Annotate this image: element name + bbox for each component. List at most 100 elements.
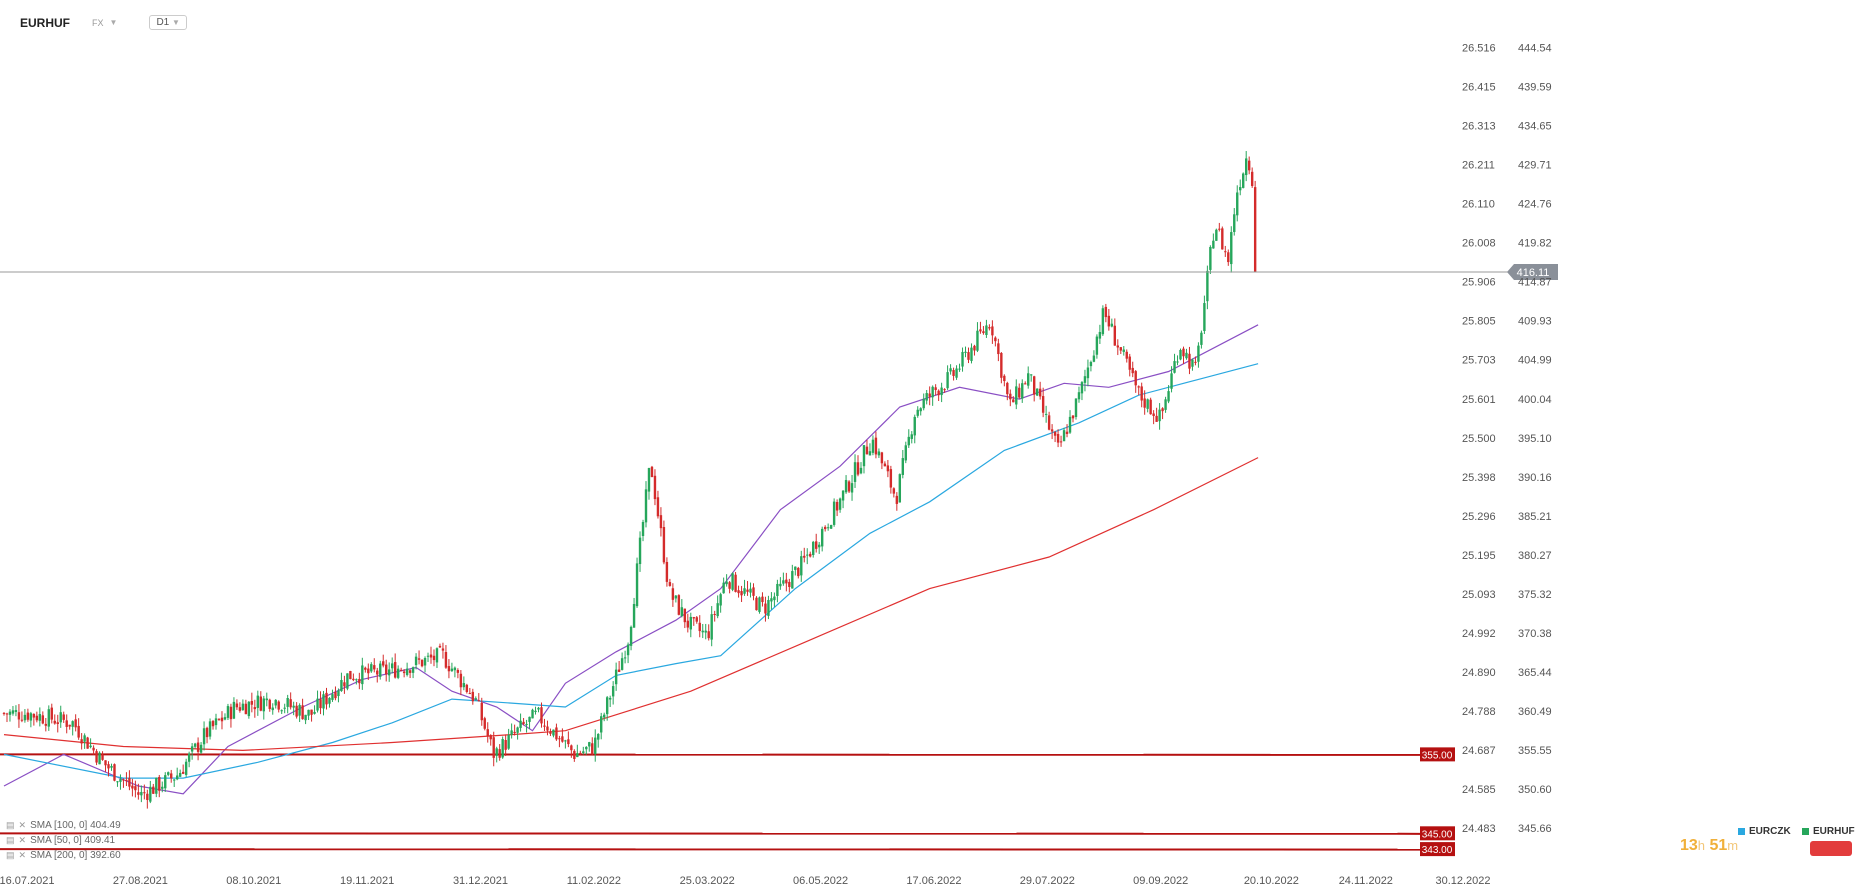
candle-body bbox=[435, 648, 439, 663]
candle-body bbox=[143, 792, 146, 794]
candle-body bbox=[295, 705, 298, 717]
candle-body bbox=[862, 445, 866, 467]
candle-body bbox=[149, 786, 152, 802]
candle-body bbox=[940, 387, 943, 396]
symbol-name[interactable]: EURHUF bbox=[20, 15, 70, 30]
candle-body bbox=[41, 715, 45, 724]
candle-body bbox=[116, 781, 119, 783]
candle-body bbox=[492, 737, 495, 758]
candle-body bbox=[113, 764, 116, 781]
settings-icon[interactable]: ▤ bbox=[6, 850, 15, 860]
candle-body bbox=[92, 747, 95, 751]
candle-body bbox=[1003, 375, 1006, 382]
candle-body bbox=[907, 436, 910, 446]
candle-body bbox=[1009, 393, 1012, 400]
candle-body bbox=[211, 721, 215, 727]
candle-body bbox=[937, 390, 940, 396]
candle-body bbox=[175, 775, 179, 780]
candle-body bbox=[958, 368, 961, 370]
candle-body bbox=[277, 701, 280, 710]
candle-body bbox=[820, 528, 824, 547]
candle-body bbox=[931, 386, 934, 398]
close-icon[interactable]: ✕ bbox=[18, 835, 27, 845]
close-icon[interactable]: ✕ bbox=[18, 850, 27, 860]
candle-body bbox=[346, 673, 349, 689]
candle-body bbox=[173, 779, 176, 781]
candle-body bbox=[719, 594, 722, 606]
candle-body bbox=[355, 679, 358, 681]
candle-body bbox=[573, 750, 576, 759]
candle-body bbox=[889, 469, 893, 488]
candle-body bbox=[1125, 351, 1128, 359]
candle-body bbox=[922, 398, 925, 409]
candle-body bbox=[1104, 306, 1108, 318]
candle-body bbox=[388, 669, 391, 676]
last-price-line: 416.11 bbox=[0, 263, 1558, 280]
date-axis: 16.07.2021 27.08.2021 08.10.2021 19.11.2021… bbox=[0, 875, 1491, 887]
legend-eurczk[interactable]: EURCZK bbox=[1738, 826, 1791, 837]
candle-body bbox=[462, 683, 466, 688]
candle-body bbox=[806, 554, 809, 556]
indicator-sma50[interactable]: ▤ ✕ SMA [50, 0] 409.41 bbox=[6, 835, 116, 846]
candle-body bbox=[1149, 399, 1152, 415]
secondary-axis-tick: 24.788 bbox=[1462, 706, 1496, 718]
candle-body bbox=[232, 701, 236, 719]
indicator-sma100[interactable]: ▤ ✕ SMA [100, 0] 404.49 bbox=[6, 820, 121, 831]
candle-body bbox=[1194, 361, 1197, 363]
date-axis-tick: 29.07.2022 bbox=[1020, 875, 1075, 887]
candle-body bbox=[994, 337, 997, 342]
candle-body bbox=[591, 743, 594, 755]
candle-body bbox=[543, 725, 546, 727]
level-label-bg bbox=[1420, 747, 1455, 762]
candle-body bbox=[522, 721, 525, 724]
candle-body bbox=[764, 603, 767, 614]
candle-body bbox=[379, 663, 382, 677]
candle-body bbox=[1086, 367, 1090, 379]
level-label-bg bbox=[1420, 826, 1455, 841]
candle-body bbox=[104, 760, 107, 766]
candle-body bbox=[322, 694, 325, 709]
secondary-axis-tick: 24.992 bbox=[1462, 628, 1496, 640]
candle-body bbox=[223, 717, 227, 720]
date-axis-tick: 25.03.2022 bbox=[680, 875, 735, 887]
candle-body bbox=[901, 458, 905, 475]
candle-body bbox=[880, 452, 884, 464]
candle-body bbox=[928, 393, 931, 397]
close-icon[interactable]: ✕ bbox=[18, 820, 27, 830]
candle-body bbox=[420, 659, 424, 667]
date-axis-tick: 31.12.2021 bbox=[453, 875, 508, 887]
candle-body bbox=[402, 671, 406, 674]
candle-body bbox=[483, 718, 486, 729]
sell-button[interactable] bbox=[1810, 841, 1852, 856]
candle-body bbox=[1197, 345, 1200, 362]
candle-body bbox=[2, 713, 6, 715]
settings-icon[interactable]: ▤ bbox=[6, 835, 15, 845]
candle-body bbox=[244, 703, 248, 715]
candle-body bbox=[1062, 430, 1066, 442]
timeframe-select[interactable]: D1 ▼ bbox=[149, 15, 187, 30]
candle-body bbox=[856, 462, 860, 475]
chevron-down-icon[interactable]: ▼ bbox=[109, 18, 118, 27]
last-price-value: 416.11 bbox=[1517, 267, 1550, 279]
candle-body bbox=[468, 693, 472, 695]
candle-body bbox=[1071, 415, 1075, 419]
candle-body bbox=[620, 658, 624, 670]
legend-eurhuf[interactable]: EURHUF bbox=[1802, 826, 1855, 837]
right-axis-tick: 434.65 bbox=[1518, 121, 1552, 133]
candle-body bbox=[1119, 347, 1122, 351]
settings-icon[interactable]: ▤ bbox=[6, 820, 15, 830]
candle-body bbox=[247, 701, 251, 717]
candle-body bbox=[26, 712, 30, 720]
candle-body bbox=[86, 737, 89, 749]
candle-body bbox=[513, 731, 516, 733]
chevron-down-icon: ▼ bbox=[172, 18, 180, 27]
candle-body bbox=[758, 597, 761, 612]
legend-swatch bbox=[1738, 828, 1745, 835]
candle-body bbox=[1080, 382, 1084, 394]
candle-body bbox=[594, 737, 597, 755]
candle-body bbox=[50, 707, 53, 720]
secondary-axis-tick: 26.313 bbox=[1462, 121, 1496, 133]
indicator-sma200[interactable]: ▤ ✕ SMA [200, 0] 392.60 bbox=[6, 850, 121, 861]
level-label: 345.00 bbox=[1422, 829, 1453, 840]
